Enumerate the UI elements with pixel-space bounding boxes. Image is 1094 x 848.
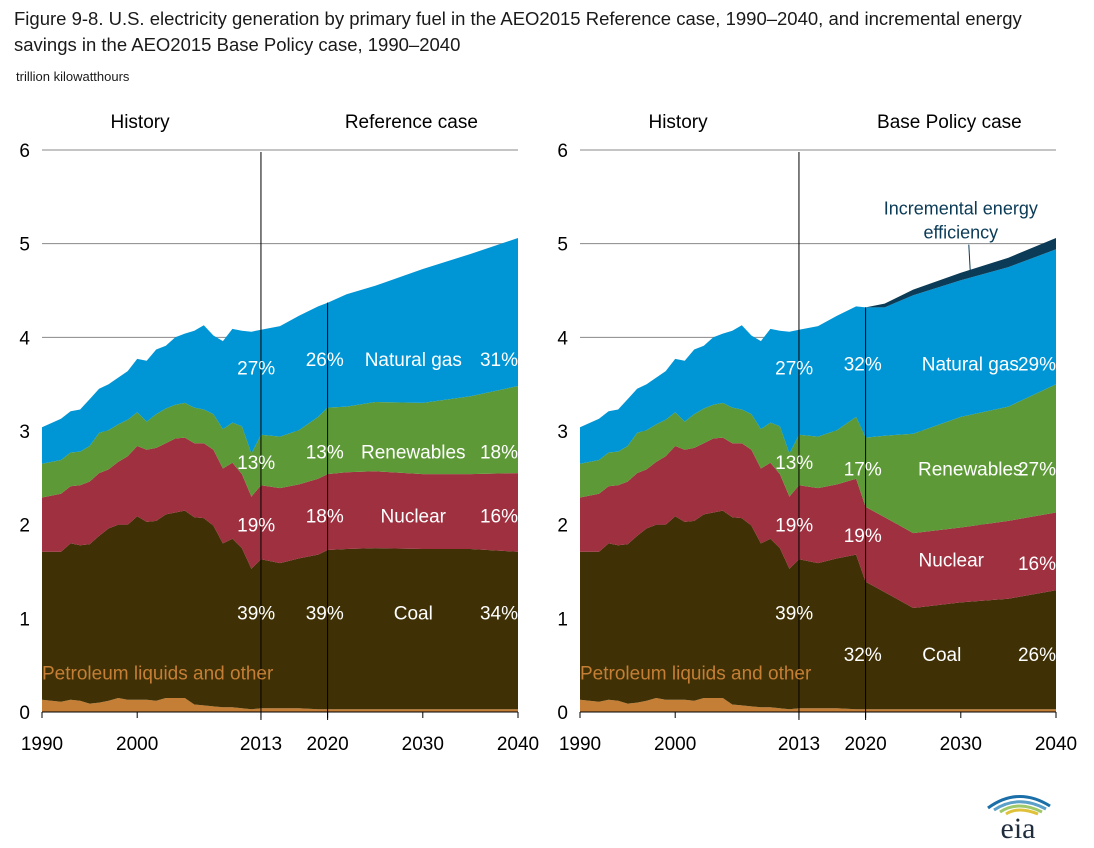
y-tick-label: 3 — [19, 422, 30, 443]
units-label: trillion kilowatthours — [16, 69, 130, 84]
series-label: Natural gas — [922, 355, 1019, 376]
series-label: 39% — [306, 604, 344, 625]
eia-logo-text: eia — [1001, 812, 1036, 842]
x-tick-label: 2013 — [240, 734, 282, 755]
area-nuclear — [42, 437, 518, 569]
panel-label-case: Reference case — [345, 112, 478, 133]
series-label: Petroleum liquids and other — [42, 664, 274, 685]
x-tick-label: 2013 — [778, 734, 820, 755]
series-label: Nuclear — [381, 506, 447, 527]
y-tick-label: 1 — [557, 609, 568, 630]
series-label: 32% — [844, 355, 882, 376]
x-tick-label: 1990 — [21, 734, 63, 755]
series-label: Coal — [922, 645, 961, 666]
series-label: 39% — [237, 604, 275, 625]
series-label: 18% — [306, 506, 344, 527]
y-tick-label: 6 — [19, 141, 30, 162]
series-label: 17% — [844, 459, 882, 480]
y-tick-label: 3 — [557, 422, 568, 443]
series-label: 34% — [480, 604, 518, 625]
y-tick-label: 1 — [19, 609, 30, 630]
series-label: 19% — [844, 526, 882, 547]
callout-label: efficiency — [923, 223, 998, 243]
area-coal — [42, 510, 518, 710]
x-tick-label: 2020 — [844, 734, 886, 755]
series-label: Nuclear — [919, 550, 985, 571]
chart-panel-reference: 0 1 2 3 4 5 6 1990 2000 2013 2020 2030 2040 History Re… — [19, 112, 539, 755]
series-label: 18% — [480, 443, 518, 464]
x-tick-label: 2030 — [940, 734, 982, 755]
x-tick-label: 2000 — [654, 734, 696, 755]
series-label: 39% — [775, 604, 813, 625]
series-label: 16% — [1018, 554, 1056, 575]
series-label: 13% — [306, 443, 344, 464]
y-tick-label: 5 — [19, 235, 30, 256]
y-tick-label: 4 — [19, 328, 30, 349]
y-tick-label: 4 — [557, 328, 568, 349]
x-tick-label: 2020 — [306, 734, 348, 755]
x-tick-label: 2040 — [497, 734, 539, 755]
series-label: 32% — [844, 645, 882, 666]
y-tick-label: 0 — [557, 703, 568, 724]
area-renewables — [580, 384, 1056, 534]
x-tick-label: 2030 — [402, 734, 444, 755]
y-tick-label: 2 — [19, 516, 30, 537]
x-tick-label: 1990 — [559, 734, 601, 755]
area-petroleum — [42, 698, 518, 712]
area-renewables — [42, 386, 518, 498]
y-tick-label: 0 — [19, 703, 30, 724]
series-label: 27% — [1018, 459, 1056, 480]
area-natural-gas — [42, 238, 518, 464]
area-nuclear — [580, 437, 1056, 608]
panel-label-history: History — [648, 112, 708, 133]
x-tick-label: 2000 — [116, 734, 158, 755]
eia-logo-arcs-icon — [987, 795, 1051, 816]
area-efficiency — [580, 238, 1056, 428]
series-label: 31% — [480, 350, 518, 371]
series-label: Renewables — [361, 443, 466, 464]
series-label: 16% — [480, 506, 518, 527]
area-natural-gas — [580, 249, 1056, 464]
series-label: Renewables — [918, 459, 1023, 480]
series-label: 29% — [1018, 355, 1056, 376]
eia-logo: eia — [987, 795, 1051, 842]
figure-title: Figure 9-8. U.S. electricity generation … — [14, 8, 1022, 55]
series-label: 19% — [775, 516, 813, 537]
series-label: 13% — [237, 453, 275, 474]
chart-panel-base-policy: 0 1 2 3 4 5 6 1990 2000 2013 2020 2030 2040 History Ba… — [557, 112, 1077, 755]
series-label: 26% — [1018, 645, 1056, 666]
area-coal — [580, 510, 1056, 710]
y-tick-label: 2 — [557, 516, 568, 537]
y-tick-label: 5 — [557, 235, 568, 256]
x-tick-label: 2040 — [1035, 734, 1077, 755]
series-label: 19% — [237, 516, 275, 537]
series-label: 27% — [775, 358, 813, 379]
area-petroleum — [580, 698, 1056, 712]
callout-label: Incremental energy — [884, 199, 1038, 219]
callout-leader-line — [968, 244, 971, 273]
series-label: 27% — [237, 358, 275, 379]
series-label: Natural gas — [365, 350, 462, 371]
panel-label-history: History — [110, 112, 170, 133]
series-label: 26% — [306, 350, 344, 371]
series-label: Coal — [394, 604, 433, 625]
panel-label-case: Base Policy case — [877, 112, 1022, 133]
series-label: 13% — [775, 453, 813, 474]
y-tick-label: 6 — [557, 141, 568, 162]
series-label: Petroleum liquids and other — [580, 664, 812, 685]
